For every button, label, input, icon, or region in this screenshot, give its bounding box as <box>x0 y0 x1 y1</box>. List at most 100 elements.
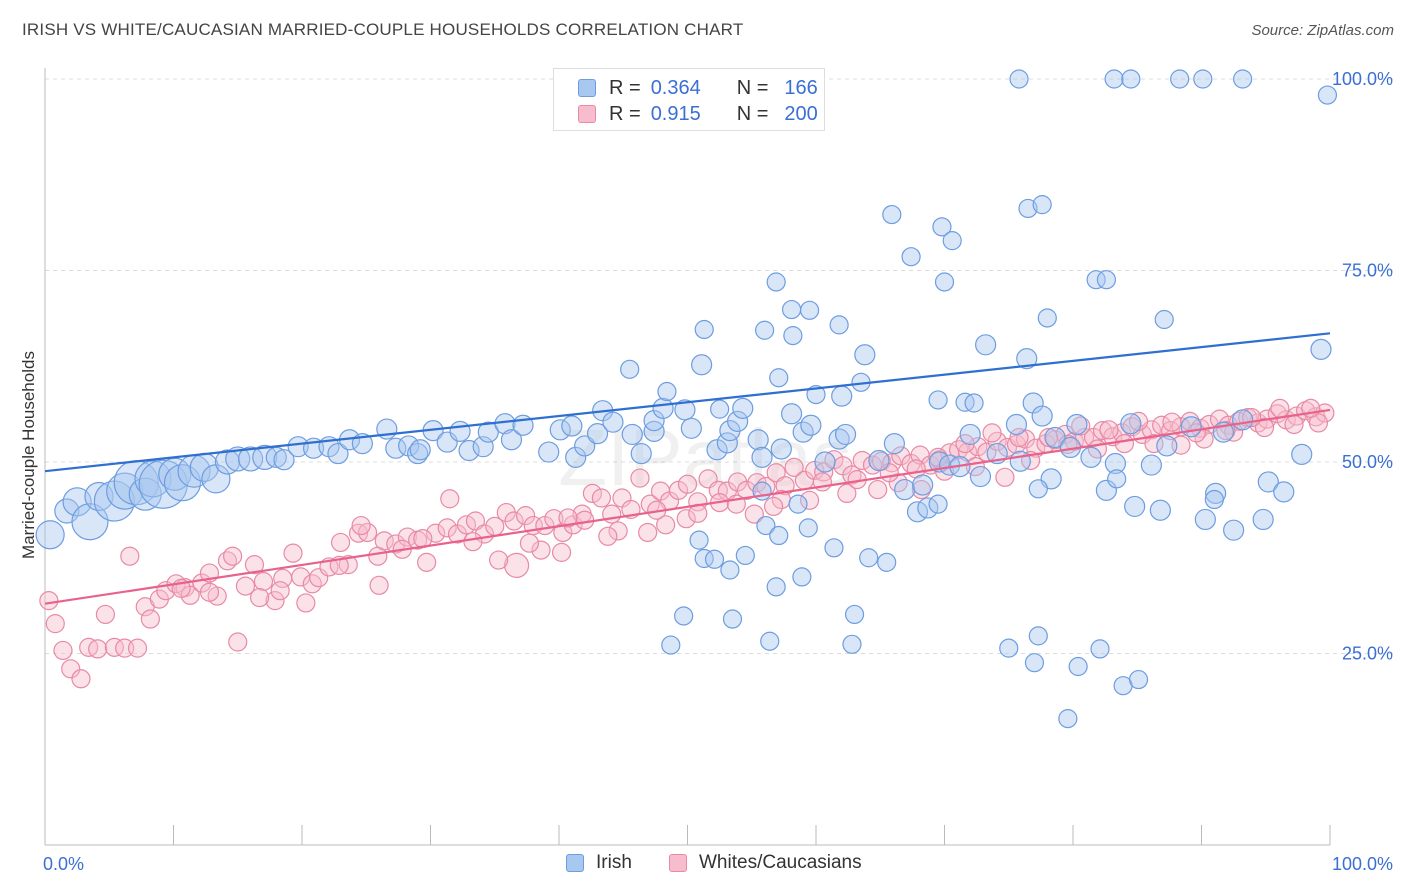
white-caucasian-point <box>1162 412 1182 432</box>
y-tick-label: 75.0% <box>1342 261 1393 281</box>
irish-point <box>689 530 709 550</box>
irish-point <box>1120 413 1142 435</box>
irish-point <box>704 549 725 569</box>
irish-point <box>831 385 853 407</box>
white-caucasian-point <box>799 490 820 510</box>
irish-point <box>1080 446 1102 469</box>
irish-point <box>770 438 792 460</box>
irish-point <box>1031 405 1053 427</box>
white-caucasian-point <box>676 509 696 529</box>
chart-title: IRISH VS WHITE/CAUCASIAN MARRIED-COUPLE … <box>22 20 744 39</box>
irish-point <box>710 399 730 419</box>
irish-point <box>934 272 955 292</box>
irish-point <box>720 560 740 580</box>
irish-point <box>780 403 803 425</box>
irish-point <box>844 604 865 625</box>
white-caucasian-point <box>744 504 764 524</box>
white-caucasian-point <box>656 515 676 535</box>
irish-point <box>1037 308 1057 328</box>
legend-n-label: N = <box>736 102 769 125</box>
irish-point <box>35 520 65 550</box>
white-caucasian-point <box>88 639 108 659</box>
white-caucasian-point <box>45 614 65 634</box>
irish-point <box>769 525 789 546</box>
legend-swatch-whites <box>578 105 596 123</box>
white-caucasian-point <box>244 555 265 575</box>
legend-row-whites: R = 0.915 N = 200 <box>578 101 818 127</box>
irish-point <box>1154 309 1174 330</box>
x-tick-label: 100.0% <box>1332 854 1393 874</box>
irish-point <box>859 548 879 568</box>
irish-point <box>1096 270 1117 290</box>
white-caucasian-point <box>228 632 248 652</box>
irish-point <box>586 423 609 445</box>
irish-point <box>1149 499 1171 521</box>
irish-point <box>62 487 92 517</box>
irish-point <box>630 442 652 465</box>
irish-point <box>238 446 264 472</box>
irish-point <box>1044 426 1066 449</box>
x-tick-label: 0.0% <box>43 854 84 874</box>
irish-point <box>1104 69 1124 89</box>
irish-point <box>800 414 822 436</box>
irish-point <box>1028 479 1048 499</box>
white-caucasian-point <box>503 552 530 579</box>
white-caucasian-point <box>995 467 1015 487</box>
irish-point <box>999 638 1019 658</box>
irish-point <box>500 429 523 451</box>
white-caucasian-point <box>852 450 872 471</box>
irish-point <box>643 410 665 432</box>
irish-point <box>792 567 812 587</box>
white-caucasian-point <box>140 609 160 629</box>
irish-point <box>722 609 743 629</box>
irish-point <box>854 344 876 366</box>
irish-point <box>225 446 251 472</box>
white-caucasian-point <box>553 522 573 543</box>
irish-point <box>657 381 677 402</box>
white-caucasian-point <box>891 446 911 466</box>
legend-n-value: 166 <box>784 76 818 99</box>
irish-point <box>751 446 773 469</box>
bottom-legend-whites: Whites/Caucasians <box>669 852 862 874</box>
legend-r-value: 0.364 <box>650 76 701 99</box>
irish-point <box>798 518 818 538</box>
white-caucasian-point <box>330 532 351 553</box>
white-caucasian-point <box>95 604 115 625</box>
irish-point <box>882 204 902 225</box>
white-caucasian-point <box>558 508 578 528</box>
white-caucasian-point <box>61 659 81 679</box>
irish-point <box>1193 69 1213 89</box>
irish-point <box>766 577 786 597</box>
irish-point <box>932 217 952 237</box>
white-caucasian-point <box>1009 427 1029 448</box>
irish-point <box>1121 69 1141 89</box>
irish-point <box>1124 495 1146 518</box>
irish-point <box>912 474 934 496</box>
white-caucasian-point <box>249 587 270 608</box>
white-caucasian-point <box>1270 398 1290 418</box>
white-caucasian-point <box>591 488 612 508</box>
irish-point <box>706 439 728 461</box>
white-caucasian-point <box>283 543 303 563</box>
irish-point <box>652 397 674 419</box>
irish-point <box>1058 709 1078 729</box>
white-caucasian-point <box>677 474 698 494</box>
irish-point <box>1068 656 1088 677</box>
irish-point <box>1005 413 1028 436</box>
white-caucasian-point <box>223 546 243 566</box>
irish-point <box>788 494 808 514</box>
white-caucasian-point <box>120 546 140 566</box>
white-caucasian-point <box>270 581 290 601</box>
bottom-legend-label: Whites/Caucasians <box>699 852 862 873</box>
white-caucasian-point <box>638 522 658 543</box>
irish-point <box>727 410 749 433</box>
y-axis-label: Married-couple Households <box>19 351 38 559</box>
irish-point <box>1140 454 1162 476</box>
irish-point <box>754 320 775 340</box>
trend-lines <box>44 332 1331 605</box>
irish-point <box>106 472 144 510</box>
bottom-swatch-whites <box>669 854 687 872</box>
irish-point <box>917 497 939 519</box>
irish-point <box>273 449 295 471</box>
irish-point <box>1170 69 1190 89</box>
